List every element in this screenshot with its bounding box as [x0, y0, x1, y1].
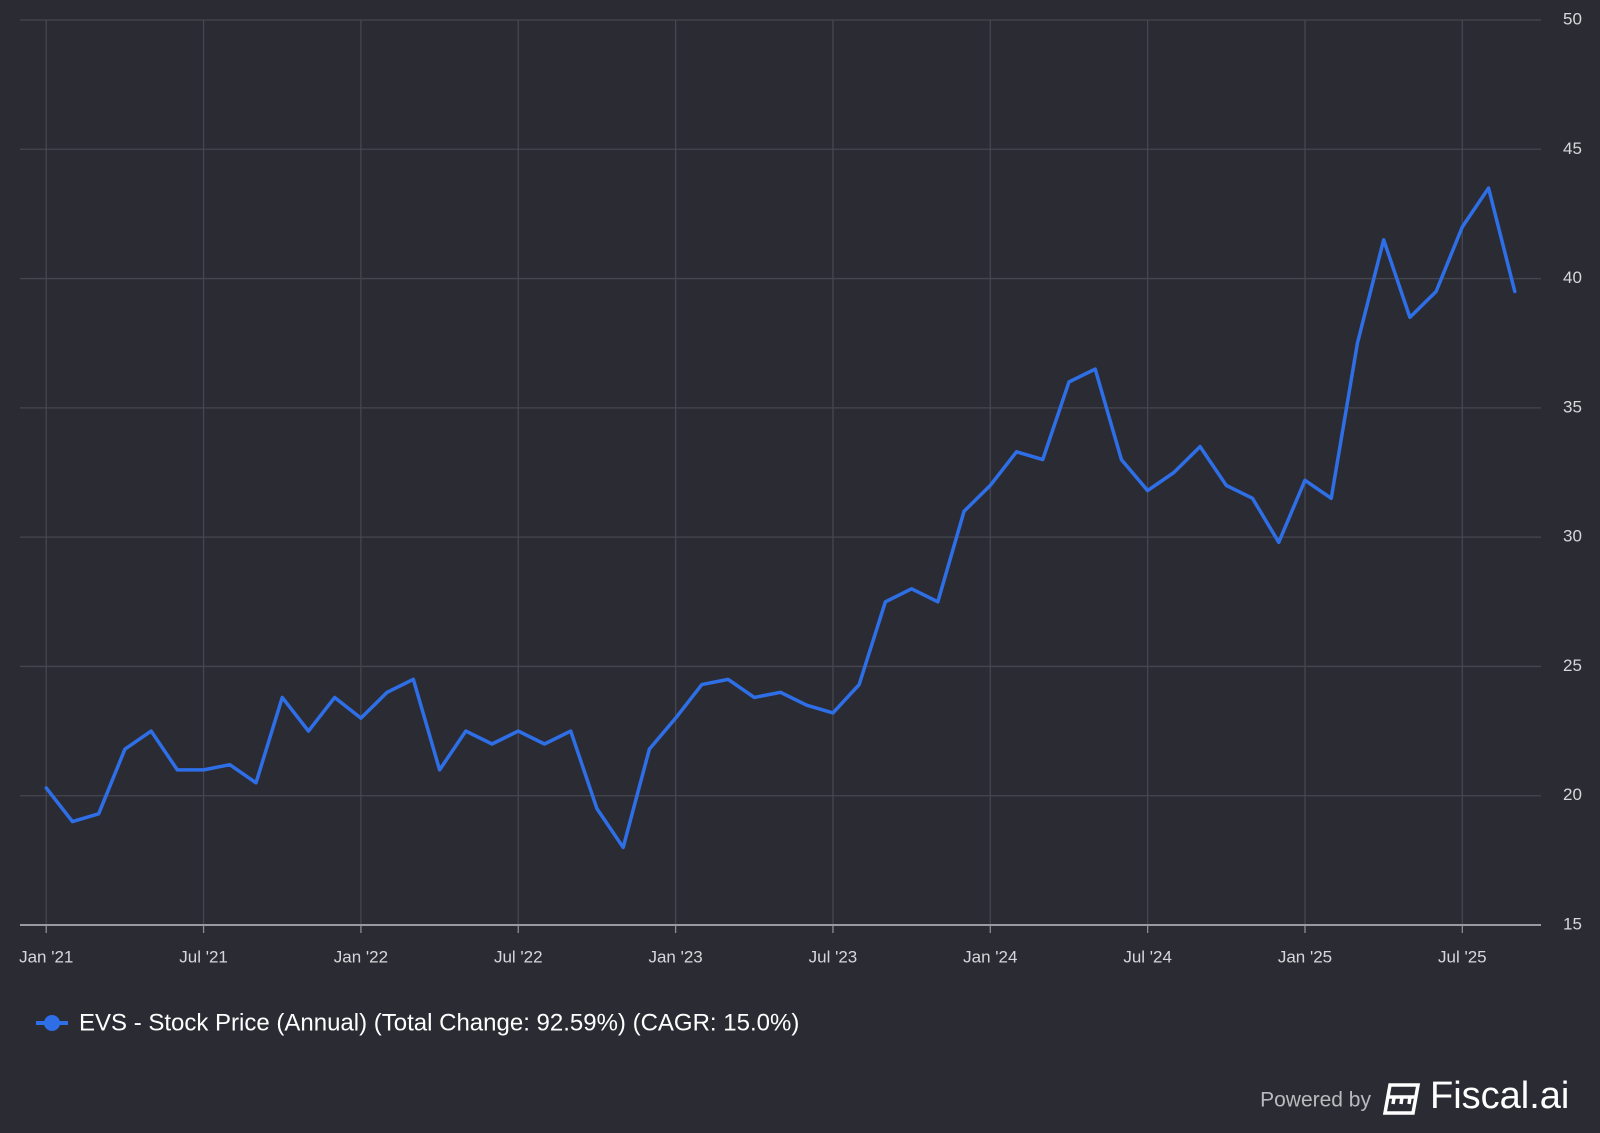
- x-tick-label: Jan '23: [648, 947, 702, 966]
- brand-name: Fiscal.ai: [1430, 1075, 1569, 1117]
- x-tick-label: Jul '22: [494, 947, 543, 966]
- legend-label: EVS - Stock Price (Annual) (Total Change…: [79, 1009, 799, 1036]
- y-tick-label: 35: [1563, 397, 1582, 416]
- footer: Powered by Fiscal.ai: [1260, 1075, 1569, 1117]
- y-tick-label: 25: [1563, 656, 1582, 675]
- legend: EVS - Stock Price (Annual) (Total Change…: [36, 1009, 799, 1036]
- grid: 15 20 25 30 35 40 45 50 Jan '21 Jul '21 Jan '22 Jul…: [19, 9, 1582, 966]
- x-tick-label: Jan '24: [963, 947, 1017, 966]
- x-tick-label: Jan '21: [19, 947, 73, 966]
- x-tick-label: Jul '23: [809, 947, 858, 966]
- x-tick-label: Jan '22: [334, 947, 388, 966]
- y-tick-label: 50: [1563, 9, 1582, 28]
- powered-by: Powered by: [1260, 1089, 1371, 1112]
- x-tick-label: Jul '21: [179, 947, 228, 966]
- y-tick-label: 30: [1563, 527, 1582, 546]
- brand-logo: [1382, 1083, 1421, 1115]
- price-line: [44, 186, 1517, 850]
- x-tick-label: Jan '25: [1278, 947, 1332, 966]
- y-tick-label: 45: [1563, 139, 1582, 158]
- x-tick-label: Jul '24: [1123, 947, 1172, 966]
- y-tick-label: 40: [1563, 268, 1582, 287]
- x-tick-label: Jul '25: [1438, 947, 1487, 966]
- y-tick-label: 15: [1563, 914, 1582, 933]
- plot: [44, 186, 1517, 850]
- y-tick-label: 20: [1563, 785, 1582, 804]
- legend-marker: [44, 1015, 60, 1031]
